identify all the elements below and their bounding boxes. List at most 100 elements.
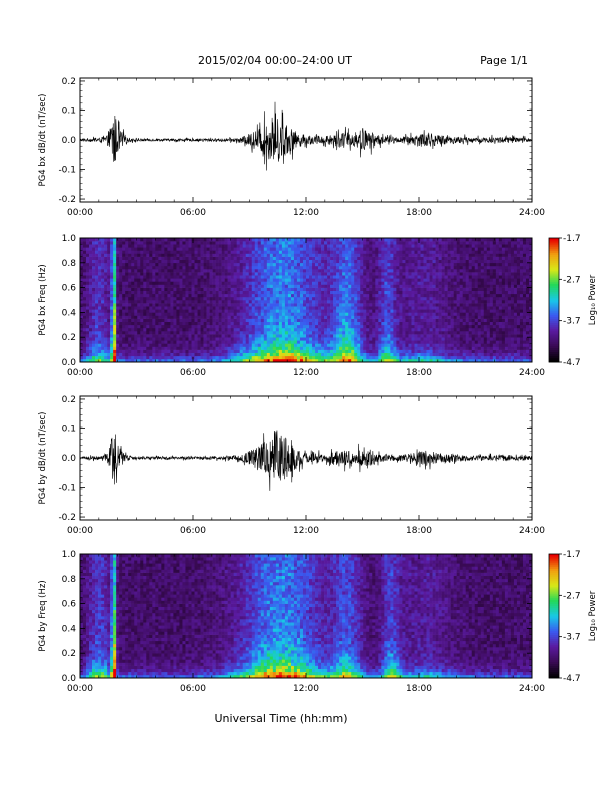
spectrogram-cell <box>263 290 268 295</box>
spectrogram-cell <box>444 324 448 329</box>
spectrogram-cell <box>182 278 186 282</box>
spectrogram-cell <box>176 309 180 313</box>
spectrogram-cell <box>80 331 84 335</box>
spectrogram-cell <box>429 343 433 347</box>
spectrogram-cell <box>299 343 304 347</box>
spectrogram-cell <box>269 331 274 335</box>
spectrogram-cell <box>92 331 96 335</box>
spectrogram-cell <box>357 343 361 347</box>
spectrogram-cell <box>306 340 310 344</box>
spectrogram-cell <box>221 358 225 363</box>
spectrogram-cell <box>251 259 256 264</box>
spectrogram-cell <box>149 238 153 242</box>
spectrogram-cell <box>95 247 99 251</box>
spectrogram-cell <box>269 358 274 363</box>
spectrogram-cell <box>287 352 292 357</box>
spectrogram-cell <box>287 272 292 276</box>
spectrogram-cell <box>263 265 268 270</box>
spectrogram-cell <box>107 238 111 242</box>
spectrogram-cell <box>272 334 277 338</box>
spectrogram-cell <box>429 349 433 353</box>
spectrogram-cell <box>327 287 331 291</box>
spectrogram-cell <box>194 340 198 344</box>
spectrogram-cell <box>387 324 391 329</box>
spectrogram-cell <box>149 352 153 357</box>
spectrogram-cell <box>194 349 198 353</box>
spectrogram-cell <box>146 247 150 251</box>
spectrogram-cell <box>360 262 364 267</box>
spectrogram-cell <box>296 300 301 304</box>
spectrogram-cell <box>242 346 247 350</box>
spectrogram-cell <box>438 275 442 279</box>
spectrogram-cell <box>381 256 385 260</box>
spectrogram-cell <box>182 327 186 332</box>
spectrogram-cell <box>122 281 126 285</box>
spectrogram-cell <box>414 334 418 338</box>
spectrogram-cell <box>233 278 237 282</box>
spectrogram-cell <box>254 358 259 363</box>
spectrogram-cell <box>239 296 244 301</box>
spectrogram-cell <box>260 290 265 295</box>
spectrogram-cell <box>444 253 448 257</box>
spectrogram-cell <box>278 272 283 276</box>
spectrogram-cell <box>113 300 117 304</box>
spectrogram-cell <box>161 346 165 350</box>
spectrogram-cell <box>227 331 231 335</box>
spectrogram-cell <box>281 324 286 329</box>
spectrogram-cell <box>399 241 403 245</box>
spectrogram-cell <box>239 293 244 298</box>
spectrogram-cell <box>164 318 168 322</box>
spectrogram-cell <box>342 331 346 335</box>
spectrogram-cell <box>215 318 219 322</box>
spectrogram-cell <box>372 259 376 264</box>
spectrogram-cell <box>366 238 370 242</box>
spectrogram-cell <box>149 346 153 350</box>
spectrogram-cell <box>98 300 102 304</box>
spectrogram-cell <box>321 303 325 307</box>
spectrogram-cell <box>155 293 159 298</box>
spectrogram-cell <box>363 275 367 279</box>
spectrogram-cell <box>399 331 403 335</box>
spectrogram-cell <box>378 346 382 350</box>
spectrogram-cell <box>402 315 406 319</box>
spectrogram-cell <box>179 300 183 304</box>
spectrogram-cell <box>299 358 304 363</box>
spectrogram-cell <box>218 278 222 282</box>
spectrogram-cell <box>236 331 240 335</box>
spectrogram-cell <box>224 343 228 347</box>
spectrogram-cell <box>348 324 352 329</box>
spectrogram-cell <box>137 284 141 288</box>
spectrogram-cell <box>215 250 219 254</box>
spectrogram-cell <box>299 269 304 273</box>
spectrogram-cell <box>278 241 283 245</box>
spectrogram-cell <box>122 303 126 307</box>
spectrogram-cell <box>387 312 391 316</box>
spectrogram-cell <box>296 349 301 353</box>
spectrogram-cell <box>438 259 442 264</box>
spectrogram-cell <box>224 303 228 307</box>
spectrogram-cell <box>230 250 234 254</box>
spectrogram-cell <box>306 238 310 242</box>
spectrogram-cell <box>218 303 222 307</box>
spectrogram-cell <box>411 343 415 347</box>
spectrogram-cell <box>212 331 216 335</box>
spectrogram-cell <box>209 269 213 273</box>
spectrogram-cell <box>251 306 256 310</box>
spectrogram-cell <box>248 238 253 242</box>
x-tick-label: 00:00 <box>67 208 93 218</box>
spectrogram-cell <box>146 296 150 301</box>
spectrogram-cell <box>197 337 201 341</box>
spectrogram-cell <box>116 253 120 257</box>
spectrogram-cell <box>233 327 237 332</box>
spectrogram-cell <box>230 238 234 242</box>
spectrogram-cell <box>336 262 340 267</box>
spectrogram-cell <box>161 296 165 301</box>
spectrogram-cell <box>173 331 177 335</box>
spectrogram-cell <box>89 259 93 264</box>
spectrogram-cell <box>212 309 216 313</box>
spectrogram-cell <box>110 355 114 360</box>
spectrogram-cell <box>122 272 126 276</box>
spectrogram-cell <box>423 312 427 316</box>
spectrogram-cell <box>191 284 195 288</box>
spectrogram-cell <box>143 306 147 310</box>
